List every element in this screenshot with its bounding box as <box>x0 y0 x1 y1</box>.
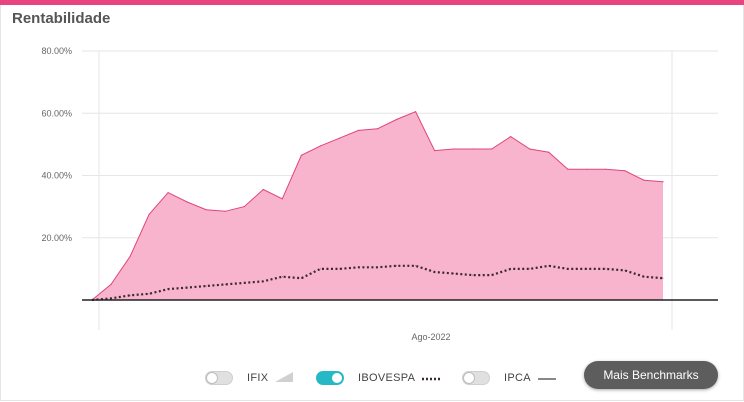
ibovespa-series-point <box>320 268 321 270</box>
area-series-point <box>415 111 417 113</box>
area-series-point <box>376 128 379 130</box>
area-series-point <box>662 181 664 183</box>
ibovespa-series-point <box>453 273 454 274</box>
area-series-point <box>205 209 207 211</box>
area-series-point <box>148 213 150 215</box>
ibovespa-series-point <box>224 284 226 285</box>
area-series-point <box>624 170 626 172</box>
area-series-point <box>567 168 569 170</box>
ibovespa-toggle[interactable] <box>316 371 344 385</box>
more-benchmarks-button[interactable]: Mais Benchmarks <box>584 361 718 389</box>
toggle-knob <box>206 372 218 384</box>
area-series-point <box>262 188 264 191</box>
card-title: Rentabilidade <box>12 10 111 27</box>
y-tick-labels: 80.00% 60.00% 40.00% 20.00% <box>41 46 72 243</box>
area-series-point <box>300 154 302 156</box>
area-series-layer <box>91 111 664 301</box>
chart-vertical-lines <box>98 51 673 330</box>
area-series-point <box>357 129 360 131</box>
ibovespa-series-point <box>510 268 512 270</box>
area-series-point <box>224 210 226 212</box>
area-series-point <box>319 145 321 147</box>
ibovespa-series-point <box>662 277 664 279</box>
ibovespa-series-point <box>548 265 550 267</box>
ibovespa-series-point <box>491 274 493 276</box>
area-series-point <box>167 192 169 194</box>
area-series-point <box>643 179 645 181</box>
ibovespa-series-point <box>281 276 283 278</box>
ibovespa-series-point <box>567 268 569 270</box>
y-tick-label: 80.00% <box>41 46 72 56</box>
ibovespa-series-point <box>472 274 474 276</box>
ifix-toggle[interactable] <box>205 371 233 385</box>
card-accent-bar <box>0 0 744 5</box>
ibovespa-series-point <box>262 280 264 282</box>
ibovespa-series-point <box>624 270 626 271</box>
area-series-point <box>395 118 398 121</box>
area-series-point <box>129 255 131 257</box>
ibovespa-series-layer <box>91 264 664 302</box>
legend-item-ifix[interactable]: IFIX <box>205 368 294 388</box>
ibovespa-series-point <box>110 298 112 299</box>
y-tick-label: 40.00% <box>41 171 72 181</box>
ibovespa-series-point <box>339 268 340 270</box>
y-tick-label: 20.00% <box>41 233 72 243</box>
area-series-point <box>548 151 550 153</box>
area-series-point <box>472 148 474 150</box>
legend-label-ipca: IPCA <box>504 372 531 384</box>
area-series-point <box>110 283 112 285</box>
toggle-knob <box>331 372 343 384</box>
ibovespa-series-point <box>377 266 378 268</box>
area-series-point <box>281 198 283 200</box>
ibovespa-series-point <box>167 288 169 290</box>
x-tick-label: Ago-2022 <box>411 332 450 342</box>
area-series-point <box>529 148 531 150</box>
ibovespa-series-point <box>529 268 531 270</box>
ibovespa-series-point <box>205 285 207 287</box>
ibovespa-series-point <box>415 265 416 267</box>
area-series-fill <box>92 111 663 300</box>
area-series-point <box>434 150 436 152</box>
ibovespa-series-point <box>643 276 645 278</box>
area-series-point <box>510 136 512 138</box>
area-series-point <box>243 206 245 208</box>
legend-label-ibovespa: IBOVESPA <box>358 372 416 384</box>
area-series-point <box>186 201 188 203</box>
area-series-point <box>453 148 455 150</box>
ibovespa-series-point <box>358 266 359 268</box>
area-series-point <box>605 168 607 170</box>
ibovespa-series-point <box>434 271 435 273</box>
legend-item-ipca[interactable]: IPCA <box>462 368 556 388</box>
area-wedge-icon <box>275 369 294 387</box>
x-tick-labels: Ago-2022 <box>411 332 450 342</box>
ibovespa-series-point <box>129 294 131 296</box>
y-tick-label: 60.00% <box>41 108 72 118</box>
ibovespa-series-point <box>243 282 245 284</box>
ibovespa-series-point <box>186 287 188 288</box>
ibovespa-series-point <box>301 277 302 279</box>
ibovespa-series-point <box>586 268 588 270</box>
area-series-point <box>491 148 493 150</box>
legend-label-ifix: IFIX <box>247 372 269 384</box>
solid-line-icon <box>537 369 556 387</box>
ibovespa-series-point <box>396 265 397 267</box>
ibovespa-series-point <box>148 293 150 295</box>
area-series-point <box>338 137 340 139</box>
legend-item-ibovespa[interactable]: IBOVESPA <box>316 368 441 388</box>
ipca-toggle[interactable] <box>462 371 490 385</box>
area-series-point <box>586 168 588 170</box>
toggle-knob <box>463 372 475 384</box>
dotted-line-icon <box>422 369 441 387</box>
ibovespa-series-point <box>605 268 607 270</box>
